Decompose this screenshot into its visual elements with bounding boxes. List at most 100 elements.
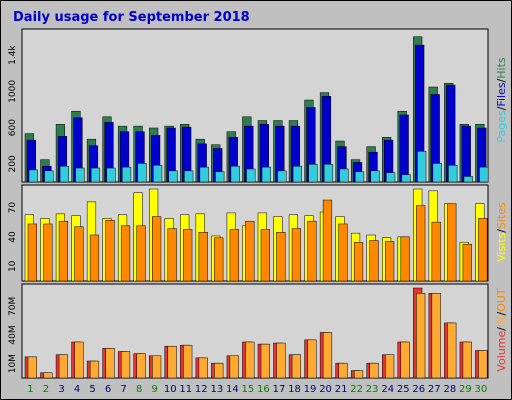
legend-volume: Volume/IN/OUT — [495, 288, 508, 372]
bar-sites — [105, 220, 115, 282]
day-label: 18 — [288, 384, 301, 395]
bar-kbout — [291, 354, 302, 379]
day-label: 5 — [89, 384, 95, 395]
bar-pages — [106, 167, 116, 183]
bar-pages — [354, 171, 365, 183]
bar-pages — [401, 174, 411, 183]
bar-pages — [308, 164, 318, 183]
day-label: 13 — [210, 384, 223, 395]
day-label: 23 — [366, 384, 379, 395]
bar-pages — [215, 171, 225, 183]
bar-kbout — [447, 322, 457, 379]
legend-entry: / — [495, 312, 508, 316]
day-label: 21 — [335, 384, 348, 395]
bar-sites — [43, 223, 53, 282]
bar-sites — [136, 225, 146, 282]
day-label: 16 — [257, 384, 270, 395]
bar-kbout — [198, 357, 208, 379]
bar-sites — [478, 218, 488, 282]
day-label: 8 — [136, 384, 142, 395]
bar-kbout — [152, 355, 162, 379]
bar-pages — [246, 168, 256, 183]
bar-kbout — [431, 293, 441, 379]
day-label: 29 — [459, 384, 472, 395]
y-tick-label: 40M — [8, 325, 18, 344]
bar-kbout — [27, 356, 37, 379]
bar-sites — [431, 221, 441, 282]
bar-pages — [386, 172, 396, 183]
bar-sites — [229, 229, 239, 282]
bar-pages — [199, 166, 209, 183]
bar-sites — [291, 228, 302, 282]
bar-sites — [447, 203, 457, 282]
bar-pages — [417, 151, 427, 183]
legend-entry: OUT — [495, 288, 508, 312]
bar-kbout — [136, 353, 146, 379]
bar-pages — [323, 164, 334, 183]
bar-pages — [463, 176, 473, 183]
bar-kbout — [58, 354, 69, 379]
day-label: 11 — [179, 384, 192, 395]
day-label: 3 — [58, 384, 64, 395]
bar-files — [399, 114, 409, 183]
day-label: 6 — [105, 384, 111, 395]
bar-pages — [339, 168, 349, 183]
day-label: 9 — [152, 384, 158, 395]
bar-sites — [198, 231, 208, 282]
panel-background — [21, 28, 489, 183]
bar-sites — [307, 220, 317, 282]
bar-pages — [59, 165, 70, 183]
bar-pages — [370, 170, 380, 183]
bar-kbout — [120, 351, 131, 379]
legend-entry: / — [495, 327, 508, 331]
y-tick-label: 70 — [8, 202, 18, 214]
bar-pages — [261, 166, 271, 183]
y-tick-label: 1.4k — [8, 45, 18, 65]
day-label: 28 — [443, 384, 456, 395]
bar-pages — [184, 170, 194, 183]
bar-sites — [353, 242, 364, 282]
bar-kbout — [89, 360, 100, 379]
bar-pages — [137, 163, 147, 183]
panel-volume: 10M 40M 70M Volume/IN/OUT — [8, 283, 508, 379]
bar-sites — [416, 205, 426, 282]
day-label: 25 — [397, 384, 410, 395]
bar-kbout — [183, 344, 193, 379]
legend-entry: / — [495, 229, 508, 233]
day-label: 4 — [74, 384, 80, 395]
bar-pages — [168, 170, 178, 183]
y-tick-label: 200 — [8, 155, 18, 172]
day-label: 26 — [412, 384, 425, 395]
y-tick-label: 40 — [8, 231, 18, 243]
day-label: 27 — [428, 384, 441, 395]
panel-visits-sites: 10 40 70 Visits/Sites — [8, 184, 508, 282]
bar-sites — [369, 240, 379, 282]
bar-pages — [230, 165, 240, 183]
legend-entry: Visits — [495, 232, 508, 261]
bar-sites — [58, 220, 69, 282]
day-label: 24 — [381, 384, 394, 395]
bar-sites — [89, 234, 100, 282]
day-label: 22 — [350, 384, 363, 395]
y-tick-label: 70M — [8, 297, 18, 316]
bar-kbout — [353, 370, 364, 379]
bar-sites — [462, 243, 472, 282]
bar-sites — [338, 223, 348, 282]
bar-kbout — [416, 293, 426, 379]
legend-entry: / — [495, 106, 508, 110]
day-label: 30 — [475, 384, 488, 395]
day-label: 7 — [120, 384, 126, 395]
y-tick-label: 10M — [8, 354, 18, 373]
bar-kbout — [74, 341, 84, 379]
bar-pages — [90, 167, 101, 183]
bar-pages — [277, 170, 287, 183]
bar-kbout — [338, 362, 348, 379]
bar-pages — [121, 166, 132, 183]
bar-pages — [479, 166, 489, 183]
legend-hits-files-pages: Pages/Files/Hits — [495, 57, 508, 143]
bar-kbout — [229, 355, 239, 379]
day-label: 2 — [43, 384, 49, 395]
legend-entry: Hits — [495, 57, 508, 79]
